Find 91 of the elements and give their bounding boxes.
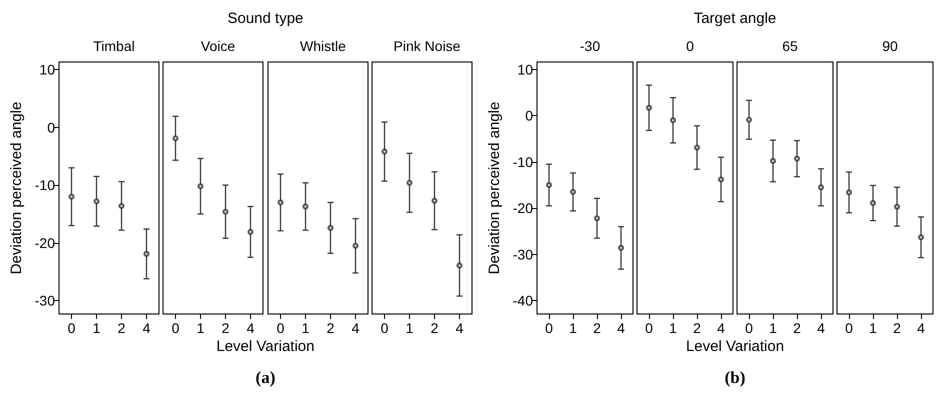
x-tick-label: 4 — [717, 320, 726, 336]
point — [406, 180, 412, 186]
text: (a) — [254, 368, 276, 388]
point — [198, 183, 204, 190]
point — [248, 228, 254, 235]
point — [546, 182, 552, 188]
x-tick-label: 4 — [617, 320, 626, 336]
y-tick-label: -30 — [512, 246, 534, 262]
point — [646, 104, 652, 111]
x-axis-title: Level Variation — [684, 338, 786, 355]
chart-title: Timbal — [93, 38, 135, 54]
x-tick-label: 4 — [142, 320, 151, 336]
x-tick-label: 1 — [569, 320, 578, 336]
chart-title: -30 — [580, 38, 600, 54]
point — [694, 144, 700, 151]
x-tick-label: 2 — [793, 320, 802, 336]
point — [118, 202, 124, 209]
point — [144, 250, 150, 257]
x-tick-label: 4 — [246, 320, 255, 336]
x-axis-title: Level Variation — [215, 338, 316, 355]
point — [818, 184, 824, 190]
x-tick-label: 0 — [68, 320, 76, 336]
point — [670, 117, 676, 124]
point — [431, 198, 438, 204]
y-axis-title: Deviation perceived angle — [486, 102, 503, 274]
x-tick-label: 1 — [769, 320, 778, 336]
point — [94, 198, 100, 204]
point — [770, 158, 776, 164]
y-tick-label: -10 — [512, 154, 534, 170]
x-tick-label: 2 — [430, 320, 438, 336]
x-tick-label: 0 — [172, 320, 180, 336]
x-tick-label: 2 — [593, 320, 602, 336]
x-tick-label: 2 — [893, 320, 902, 336]
point — [718, 176, 724, 182]
point — [594, 215, 600, 222]
point — [222, 208, 229, 215]
point — [870, 200, 876, 206]
x-tick-label: 1 — [669, 320, 678, 336]
point — [302, 203, 308, 210]
y-tick-label: -10 — [34, 177, 56, 194]
y-tick-label: 10 — [517, 61, 534, 78]
chart-title: Voice — [201, 38, 236, 54]
x-tick-label: 0 — [380, 320, 388, 336]
x-tick-label: 1 — [869, 320, 878, 336]
point — [172, 135, 179, 142]
point — [327, 224, 334, 231]
point — [618, 244, 624, 251]
x-tick-label: 4 — [455, 320, 464, 336]
chart-title: 90 — [882, 38, 898, 54]
x-tick-label: 0 — [745, 320, 754, 336]
point — [746, 116, 752, 123]
text: Sound type — [226, 10, 304, 27]
point — [277, 199, 284, 206]
x-tick-label: 0 — [276, 320, 284, 336]
x-tick-label: 0 — [645, 320, 654, 336]
point — [894, 204, 900, 210]
x-tick-label: 2 — [693, 320, 702, 336]
point — [456, 262, 462, 268]
x-tick-label: 2 — [118, 320, 126, 336]
point — [570, 188, 576, 195]
x-tick-label: 2 — [222, 320, 230, 336]
x-tick-label: 2 — [326, 320, 334, 336]
y-tick-label: -30 — [34, 292, 56, 309]
x-tick-label: 0 — [545, 320, 554, 336]
y-tick-label: 0 — [47, 119, 56, 136]
point — [68, 194, 74, 200]
chart-title: Pink Noise — [393, 38, 461, 54]
y-axis-title: Deviation perceived angle — [8, 102, 25, 274]
point — [846, 189, 852, 196]
text: (b) — [724, 368, 746, 388]
x-tick-label: 4 — [917, 320, 926, 336]
y-tick-label: -20 — [512, 200, 534, 216]
x-tick-label: 1 — [405, 320, 414, 336]
y-tick-label: -40 — [512, 292, 534, 309]
chart-title: 0 — [686, 38, 694, 54]
point — [918, 234, 924, 240]
x-tick-label: 4 — [817, 320, 826, 336]
text: Target angle — [692, 10, 778, 27]
x-tick-label: 1 — [196, 320, 205, 336]
x-tick-label: 1 — [301, 320, 310, 336]
point — [794, 156, 800, 162]
point — [352, 242, 358, 249]
y-tick-label: 0 — [525, 108, 534, 124]
point — [381, 148, 388, 155]
y-tick-label: -20 — [34, 234, 56, 251]
x-tick-label: 4 — [351, 320, 360, 336]
x-tick-label: 0 — [845, 320, 854, 336]
y-tick-label: 10 — [39, 62, 56, 78]
x-tick-label: 1 — [92, 320, 101, 336]
chart-title: Whistle — [300, 38, 346, 54]
chart-title: 65 — [782, 38, 798, 54]
